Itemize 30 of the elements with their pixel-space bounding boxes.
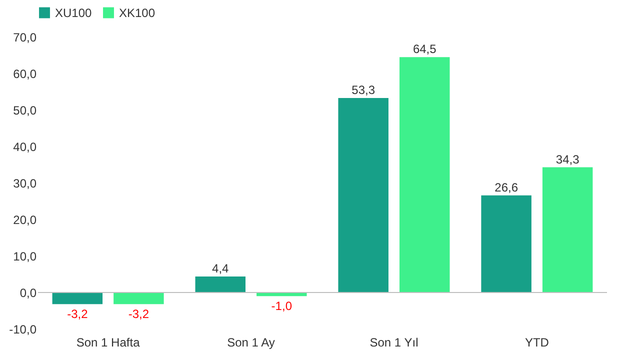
y-tick-label: 60,0 [13, 67, 37, 81]
bar [338, 98, 388, 292]
y-tick-label: -10,0 [9, 322, 37, 336]
y-tick-label: 10,0 [13, 250, 37, 264]
bar [114, 292, 164, 304]
data-label: 4,4 [212, 261, 230, 276]
data-label: 64,5 [412, 42, 437, 56]
data-label: 34,3 [556, 152, 580, 166]
x-tick-label: Son 1 Ay [227, 336, 275, 350]
y-tick-label: 70,0 [13, 30, 37, 44]
legend-label: XK100 [119, 6, 156, 20]
data-label: -1,0 [271, 299, 292, 314]
y-tick-label: 0,0 [20, 286, 37, 300]
y-tick-label: 40,0 [13, 140, 37, 154]
x-tick-label: YTD [524, 336, 550, 350]
bar [195, 276, 246, 292]
y-tick-label: 30,0 [13, 176, 37, 190]
bar [542, 167, 593, 292]
x-tick-label: Son 1 Hafta [76, 336, 140, 350]
data-label: 53,3 [352, 82, 376, 97]
bar [481, 195, 532, 292]
x-tick-label: Son 1 Yıl [370, 336, 418, 350]
y-tick-label: 50,0 [13, 104, 37, 118]
data-label: -3,2 [128, 307, 150, 322]
data-label: -3,2 [67, 307, 88, 322]
bar [52, 292, 103, 304]
legend-label: XU100 [55, 6, 92, 20]
data-label: 26,6 [494, 180, 518, 194]
y-tick-label: 20,0 [13, 213, 37, 227]
bar [399, 57, 450, 292]
